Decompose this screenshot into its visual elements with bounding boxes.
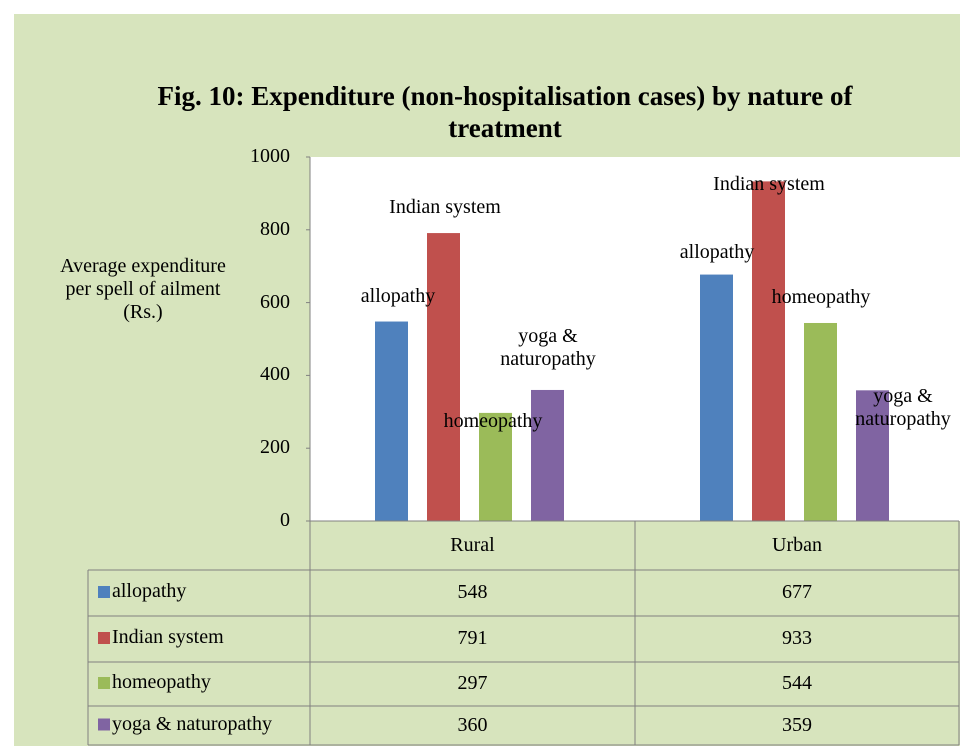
data-label: homeopathy	[771, 286, 871, 308]
x-tick-label: Rural	[450, 534, 495, 556]
y-tick-label: 1000	[250, 145, 290, 167]
legend-label: yoga & naturopathy	[112, 712, 272, 735]
y-tick-label: 400	[260, 363, 290, 386]
bar	[479, 412, 512, 521]
bar	[375, 321, 408, 521]
y-tick-label: 200	[260, 436, 290, 459]
y-axis-label: Average expenditure per spell of ailment…	[60, 255, 226, 323]
legend-key	[98, 718, 110, 731]
data-label: allopathy	[679, 241, 755, 263]
data-label: yoga & naturopathy	[500, 325, 596, 370]
legend-label: allopathy	[112, 580, 187, 602]
data-label: homeopathy	[443, 410, 543, 432]
y-tick-label: 600	[260, 290, 290, 313]
table-value: 544	[782, 672, 812, 694]
y-tick-label: 800	[260, 217, 290, 240]
bar	[804, 322, 837, 521]
legend-key	[98, 677, 110, 689]
chart-title: Fig. 10: Expenditure (non-hospitalisatio…	[157, 81, 853, 143]
bar	[752, 181, 785, 521]
table-value: 360	[457, 713, 488, 736]
table-value: 677	[782, 581, 812, 603]
table-value: 548	[457, 581, 488, 603]
y-tick-label: 0	[280, 509, 290, 531]
bar	[531, 389, 564, 521]
legend-label: homeopathy	[112, 671, 211, 693]
bar	[427, 233, 460, 522]
plot-area	[310, 157, 960, 521]
legend-key	[98, 632, 110, 644]
table-value: 297	[457, 672, 488, 694]
x-tick-label: Urban	[772, 534, 822, 556]
table-value: 933	[782, 627, 812, 649]
table-value: 359	[782, 713, 812, 736]
table-value: 791	[457, 627, 488, 649]
data-label: yoga & naturopathy	[855, 385, 951, 430]
bar	[856, 390, 889, 521]
legend-label: Indian system	[112, 626, 224, 648]
data-label: Indian system	[713, 173, 825, 195]
data-label: Indian system	[389, 196, 501, 218]
legend-key	[98, 586, 110, 598]
bar	[700, 274, 733, 521]
data-label: allopathy	[360, 285, 436, 307]
